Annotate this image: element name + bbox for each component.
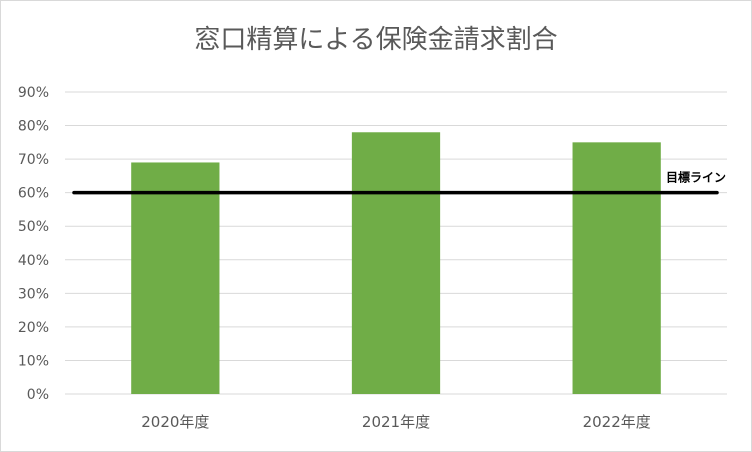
x-category-label: 2021年度 (362, 413, 430, 431)
y-tick-label: 70% (18, 152, 49, 168)
y-tick-label: 0% (27, 387, 49, 403)
y-tick-label: 50% (18, 219, 49, 235)
y-tick-label: 30% (18, 286, 49, 302)
y-tick-label: 90% (18, 85, 49, 101)
bar (572, 142, 661, 394)
bar (131, 162, 220, 394)
y-tick-label: 40% (18, 253, 49, 269)
target-line-group: 目標ライン (72, 170, 726, 195)
x-axis-category-labels: 2020年度 2021年度 2022年度 (141, 413, 651, 431)
y-tick-label: 20% (18, 320, 49, 336)
bars (131, 132, 661, 394)
y-tick-label: 10% (18, 353, 49, 369)
bar (351, 132, 441, 394)
y-tick-label: 60% (18, 186, 49, 202)
y-axis-tick-labels: 0% 10% 20% 30% 40% 50% 60% 70% 80% 90% (18, 85, 49, 403)
x-category-label: 2020年度 (141, 413, 209, 431)
chart-title: 窓口精算による保険金請求割合 (194, 25, 557, 55)
target-line-label: 目標ライン (666, 170, 726, 185)
y-tick-label: 80% (18, 119, 49, 135)
x-category-label: 2022年度 (583, 413, 651, 431)
